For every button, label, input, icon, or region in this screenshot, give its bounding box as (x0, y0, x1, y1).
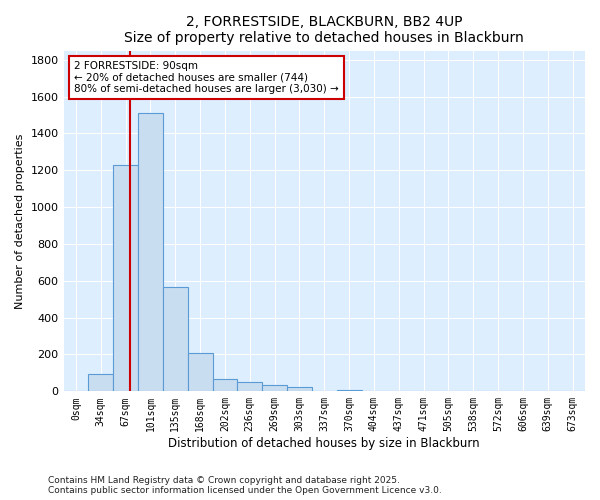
Text: Contains HM Land Registry data © Crown copyright and database right 2025.
Contai: Contains HM Land Registry data © Crown c… (48, 476, 442, 495)
Bar (88, 374, 113, 392)
Y-axis label: Number of detached properties: Number of detached properties (15, 133, 25, 308)
Bar (287, 386, 312, 392)
Bar (113, 164, 138, 392)
Bar (238, 382, 262, 392)
Bar (163, 288, 188, 392)
Text: 2 FORRESTSIDE: 90sqm
← 20% of detached houses are smaller (744)
80% of semi-deta: 2 FORRESTSIDE: 90sqm ← 20% of detached h… (74, 61, 339, 94)
Bar (337, 390, 362, 392)
Bar (138, 113, 163, 392)
Bar (212, 380, 238, 392)
Title: 2, FORRESTSIDE, BLACKBURN, BB2 4UP
Size of property relative to detached houses : 2, FORRESTSIDE, BLACKBURN, BB2 4UP Size … (124, 15, 524, 45)
Bar (262, 385, 287, 392)
X-axis label: Distribution of detached houses by size in Blackburn: Distribution of detached houses by size … (169, 437, 480, 450)
Bar (188, 352, 212, 392)
